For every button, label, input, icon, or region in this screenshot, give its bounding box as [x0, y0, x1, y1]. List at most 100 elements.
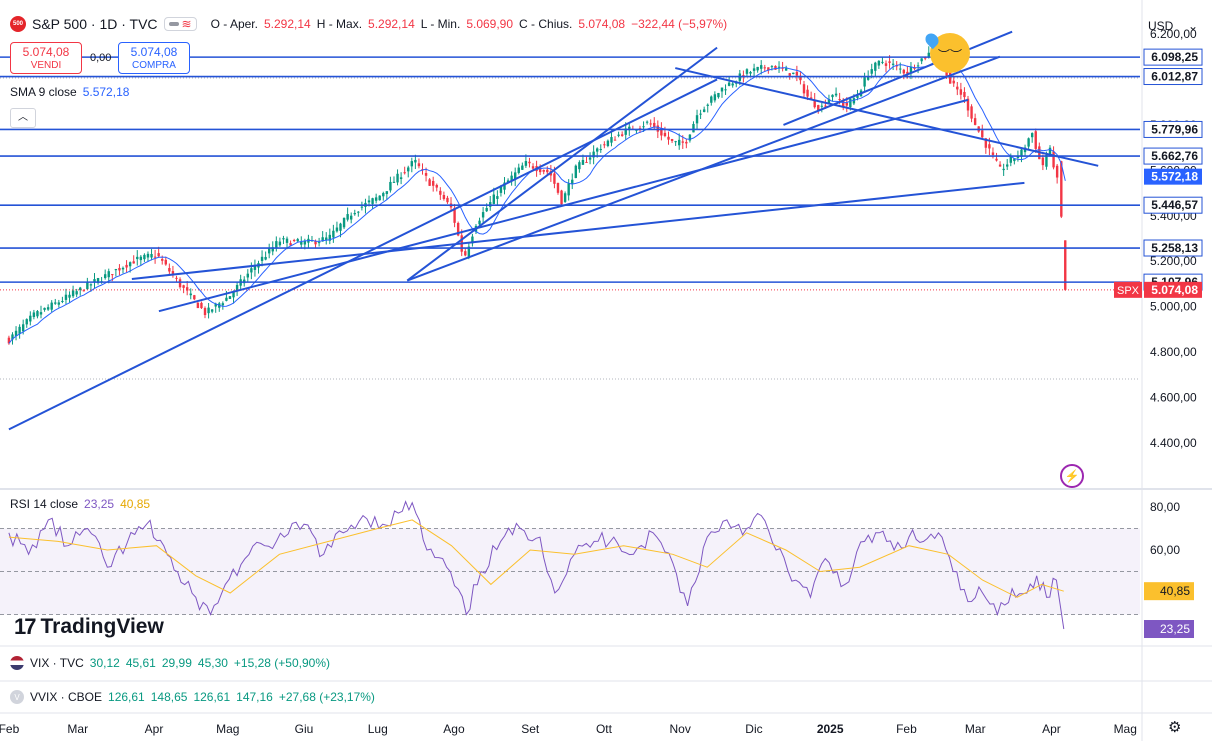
- last-price-symbol: SPX: [1117, 285, 1140, 297]
- vix-legend[interactable]: VIX · TVC 30,12 45,61 29,99 45,30 +15,28…: [10, 656, 330, 670]
- candle-body: [731, 83, 734, 86]
- candle-body: [57, 302, 61, 305]
- candle-body: [485, 207, 488, 212]
- candle-body: [193, 295, 196, 300]
- candle-body: [321, 237, 324, 242]
- time-axis-label: Ago: [443, 722, 465, 736]
- candle-body: [96, 278, 100, 283]
- trend-line: [406, 46, 718, 282]
- candle-body: [956, 86, 959, 90]
- candle-body: [214, 303, 217, 307]
- horizontal-level-tag: [1143, 196, 1203, 214]
- ohlc-change: −322,44 (−5,97%): [631, 17, 728, 31]
- candle-body: [685, 141, 688, 144]
- candle-body: [663, 132, 667, 137]
- horizontal-level-label: 5.446,57: [1151, 198, 1198, 212]
- candle-body: [139, 256, 143, 261]
- candle-body: [225, 297, 228, 301]
- candle-body: [820, 105, 824, 107]
- candle-body: [628, 126, 631, 131]
- sma-legend[interactable]: SMA 9 close 5.572,18: [10, 85, 129, 99]
- vix-close: 45,30: [197, 656, 228, 670]
- candle-body: [678, 139, 681, 146]
- eye-icon: [168, 22, 179, 26]
- candle-body: [802, 84, 806, 94]
- lightning-icon[interactable]: ⚡: [1060, 464, 1084, 488]
- time-axis-label: Ott: [596, 722, 613, 736]
- gear-icon[interactable]: ⚙: [1168, 719, 1182, 736]
- candle-body: [439, 190, 442, 195]
- candle-body: [332, 230, 335, 238]
- rsi-ma-tag-label: 40,85: [1160, 584, 1190, 598]
- candle-body: [161, 258, 164, 261]
- horizontal-level-label: 6.098,25: [1151, 50, 1198, 64]
- visibility-toggle[interactable]: ≋: [163, 17, 197, 31]
- candle-body: [777, 66, 781, 68]
- candle-body: [563, 193, 567, 202]
- price-tick-label: 6.200,00: [1150, 27, 1197, 41]
- candle-body: [952, 80, 955, 84]
- candle-body: [118, 267, 121, 271]
- candle-body: [346, 214, 349, 220]
- candle-body: [228, 296, 232, 299]
- candle-body: [834, 93, 838, 96]
- candle-body: [642, 126, 645, 128]
- ohlc-high-label: H - Max.: [316, 17, 363, 31]
- candle-body: [335, 227, 339, 232]
- candle-body: [849, 98, 852, 108]
- rsi-legend[interactable]: RSI 14 close 23,25 40,85: [10, 497, 150, 511]
- horizontal-level-label: 5.258,13: [1151, 241, 1198, 255]
- currency-selector[interactable]: USD ⌄: [1144, 14, 1202, 38]
- candle-body: [128, 262, 132, 267]
- candle-body: [424, 173, 428, 176]
- candle-body: [991, 152, 995, 155]
- candle-body: [1060, 161, 1063, 217]
- time-axis-label: Apr: [1042, 722, 1061, 736]
- candle-body: [588, 157, 592, 160]
- candle-body: [339, 223, 342, 231]
- ohlc-low-value: 5.069,90: [466, 17, 514, 31]
- candle-body: [264, 256, 267, 260]
- candle-body: [1016, 156, 1020, 158]
- candle-body: [824, 105, 827, 107]
- candle-body: [624, 128, 627, 135]
- trend-line: [158, 98, 969, 313]
- candle-body: [235, 284, 239, 291]
- rsi-ma-line: [8, 519, 1064, 598]
- vvix-legend[interactable]: V VVIX · CBOE 126,61 148,65 126,61 147,1…: [10, 690, 375, 704]
- candle-body: [492, 194, 496, 204]
- symbol-title[interactable]: S&P 500 · 1D · TVC: [32, 16, 158, 32]
- sell-button[interactable]: 5.074,08 VENDI: [10, 42, 82, 74]
- candle-body: [349, 215, 353, 220]
- candle-body: [763, 67, 766, 69]
- candle-body: [36, 311, 39, 317]
- candle-body: [300, 241, 303, 245]
- candle-body: [503, 182, 506, 190]
- collapse-legend-button[interactable]: ︿: [10, 108, 36, 128]
- candle-body: [524, 161, 528, 166]
- candle-body: [360, 206, 364, 208]
- vix-name: VIX · TVC: [30, 656, 84, 670]
- candle-body: [870, 69, 873, 74]
- candle-body: [435, 184, 438, 188]
- last-price-symbol-tag: [1114, 281, 1142, 298]
- ohlc-low-label: L - Min.: [420, 17, 461, 31]
- candle-body: [396, 173, 399, 183]
- rsi-label: RSI 14 close: [10, 497, 79, 511]
- buy-button[interactable]: 5.074,08 COMPRA: [118, 42, 190, 74]
- ohlc-close-value: 5.074,08: [578, 17, 626, 31]
- candle-body: [827, 99, 831, 104]
- candle-body: [136, 256, 139, 260]
- candle-body: [292, 239, 296, 241]
- candle-body: [702, 109, 706, 113]
- candle-body: [314, 241, 317, 245]
- sma-line: [8, 57, 1066, 344]
- rsi-ma-tag: [1144, 582, 1194, 601]
- candle-body: [442, 195, 446, 199]
- candle-body: [927, 52, 930, 58]
- candle-body: [374, 197, 378, 201]
- candle-body: [1048, 147, 1052, 156]
- candle-body: [182, 285, 185, 288]
